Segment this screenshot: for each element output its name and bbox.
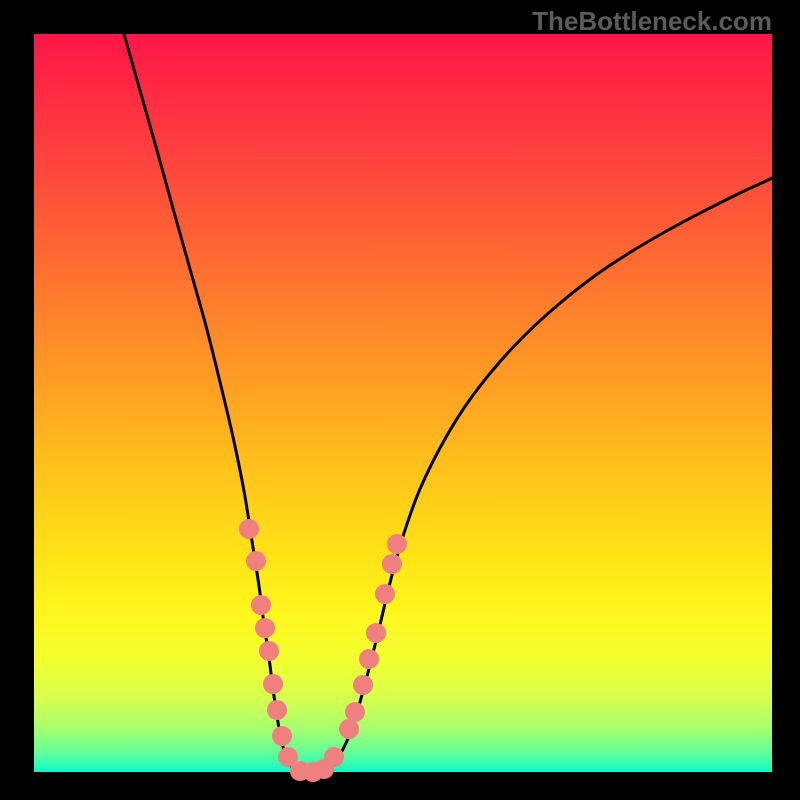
data-marker	[246, 551, 266, 571]
data-marker	[324, 747, 344, 767]
data-marker	[272, 726, 292, 746]
plot-area	[34, 34, 772, 772]
watermark-text: TheBottleneck.com	[532, 6, 772, 37]
data-marker	[366, 623, 386, 643]
data-marker	[382, 554, 402, 574]
data-marker	[239, 519, 259, 539]
data-marker	[251, 595, 271, 615]
data-marker	[267, 700, 287, 720]
data-marker	[259, 641, 279, 661]
data-marker	[255, 618, 275, 638]
data-marker	[387, 534, 407, 554]
data-marker	[353, 675, 373, 695]
data-marker	[263, 674, 283, 694]
data-marker	[359, 649, 379, 669]
marker-layer	[34, 34, 772, 772]
data-marker	[339, 719, 359, 739]
data-marker	[375, 584, 395, 604]
data-marker	[345, 702, 365, 722]
chart-stage: TheBottleneck.com	[0, 0, 800, 800]
